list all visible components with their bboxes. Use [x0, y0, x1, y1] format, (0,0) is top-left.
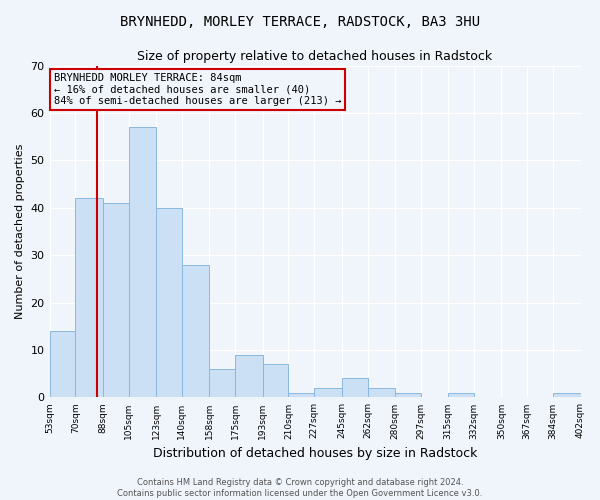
Bar [553, 392, 581, 398]
Y-axis label: Number of detached properties: Number of detached properties [15, 144, 25, 319]
X-axis label: Distribution of detached houses by size in Radstock: Distribution of detached houses by size … [153, 447, 477, 460]
Bar [289, 392, 314, 398]
Bar [341, 378, 368, 398]
Bar [448, 392, 474, 398]
Text: BRYNHEDD MORLEY TERRACE: 84sqm
← 16% of detached houses are smaller (40)
84% of : BRYNHEDD MORLEY TERRACE: 84sqm ← 16% of … [54, 72, 341, 106]
Bar [76, 198, 103, 398]
Title: Size of property relative to detached houses in Radstock: Size of property relative to detached ho… [137, 50, 493, 63]
Bar [263, 364, 289, 398]
Bar [314, 388, 341, 398]
Bar [156, 208, 182, 398]
Bar [50, 331, 76, 398]
Text: BRYNHEDD, MORLEY TERRACE, RADSTOCK, BA3 3HU: BRYNHEDD, MORLEY TERRACE, RADSTOCK, BA3 … [120, 15, 480, 29]
Bar [235, 355, 263, 398]
Bar [209, 369, 235, 398]
Bar [103, 203, 128, 398]
Bar [395, 392, 421, 398]
Bar [128, 127, 156, 398]
Bar [368, 388, 395, 398]
Text: Contains HM Land Registry data © Crown copyright and database right 2024.
Contai: Contains HM Land Registry data © Crown c… [118, 478, 482, 498]
Bar [182, 264, 209, 398]
